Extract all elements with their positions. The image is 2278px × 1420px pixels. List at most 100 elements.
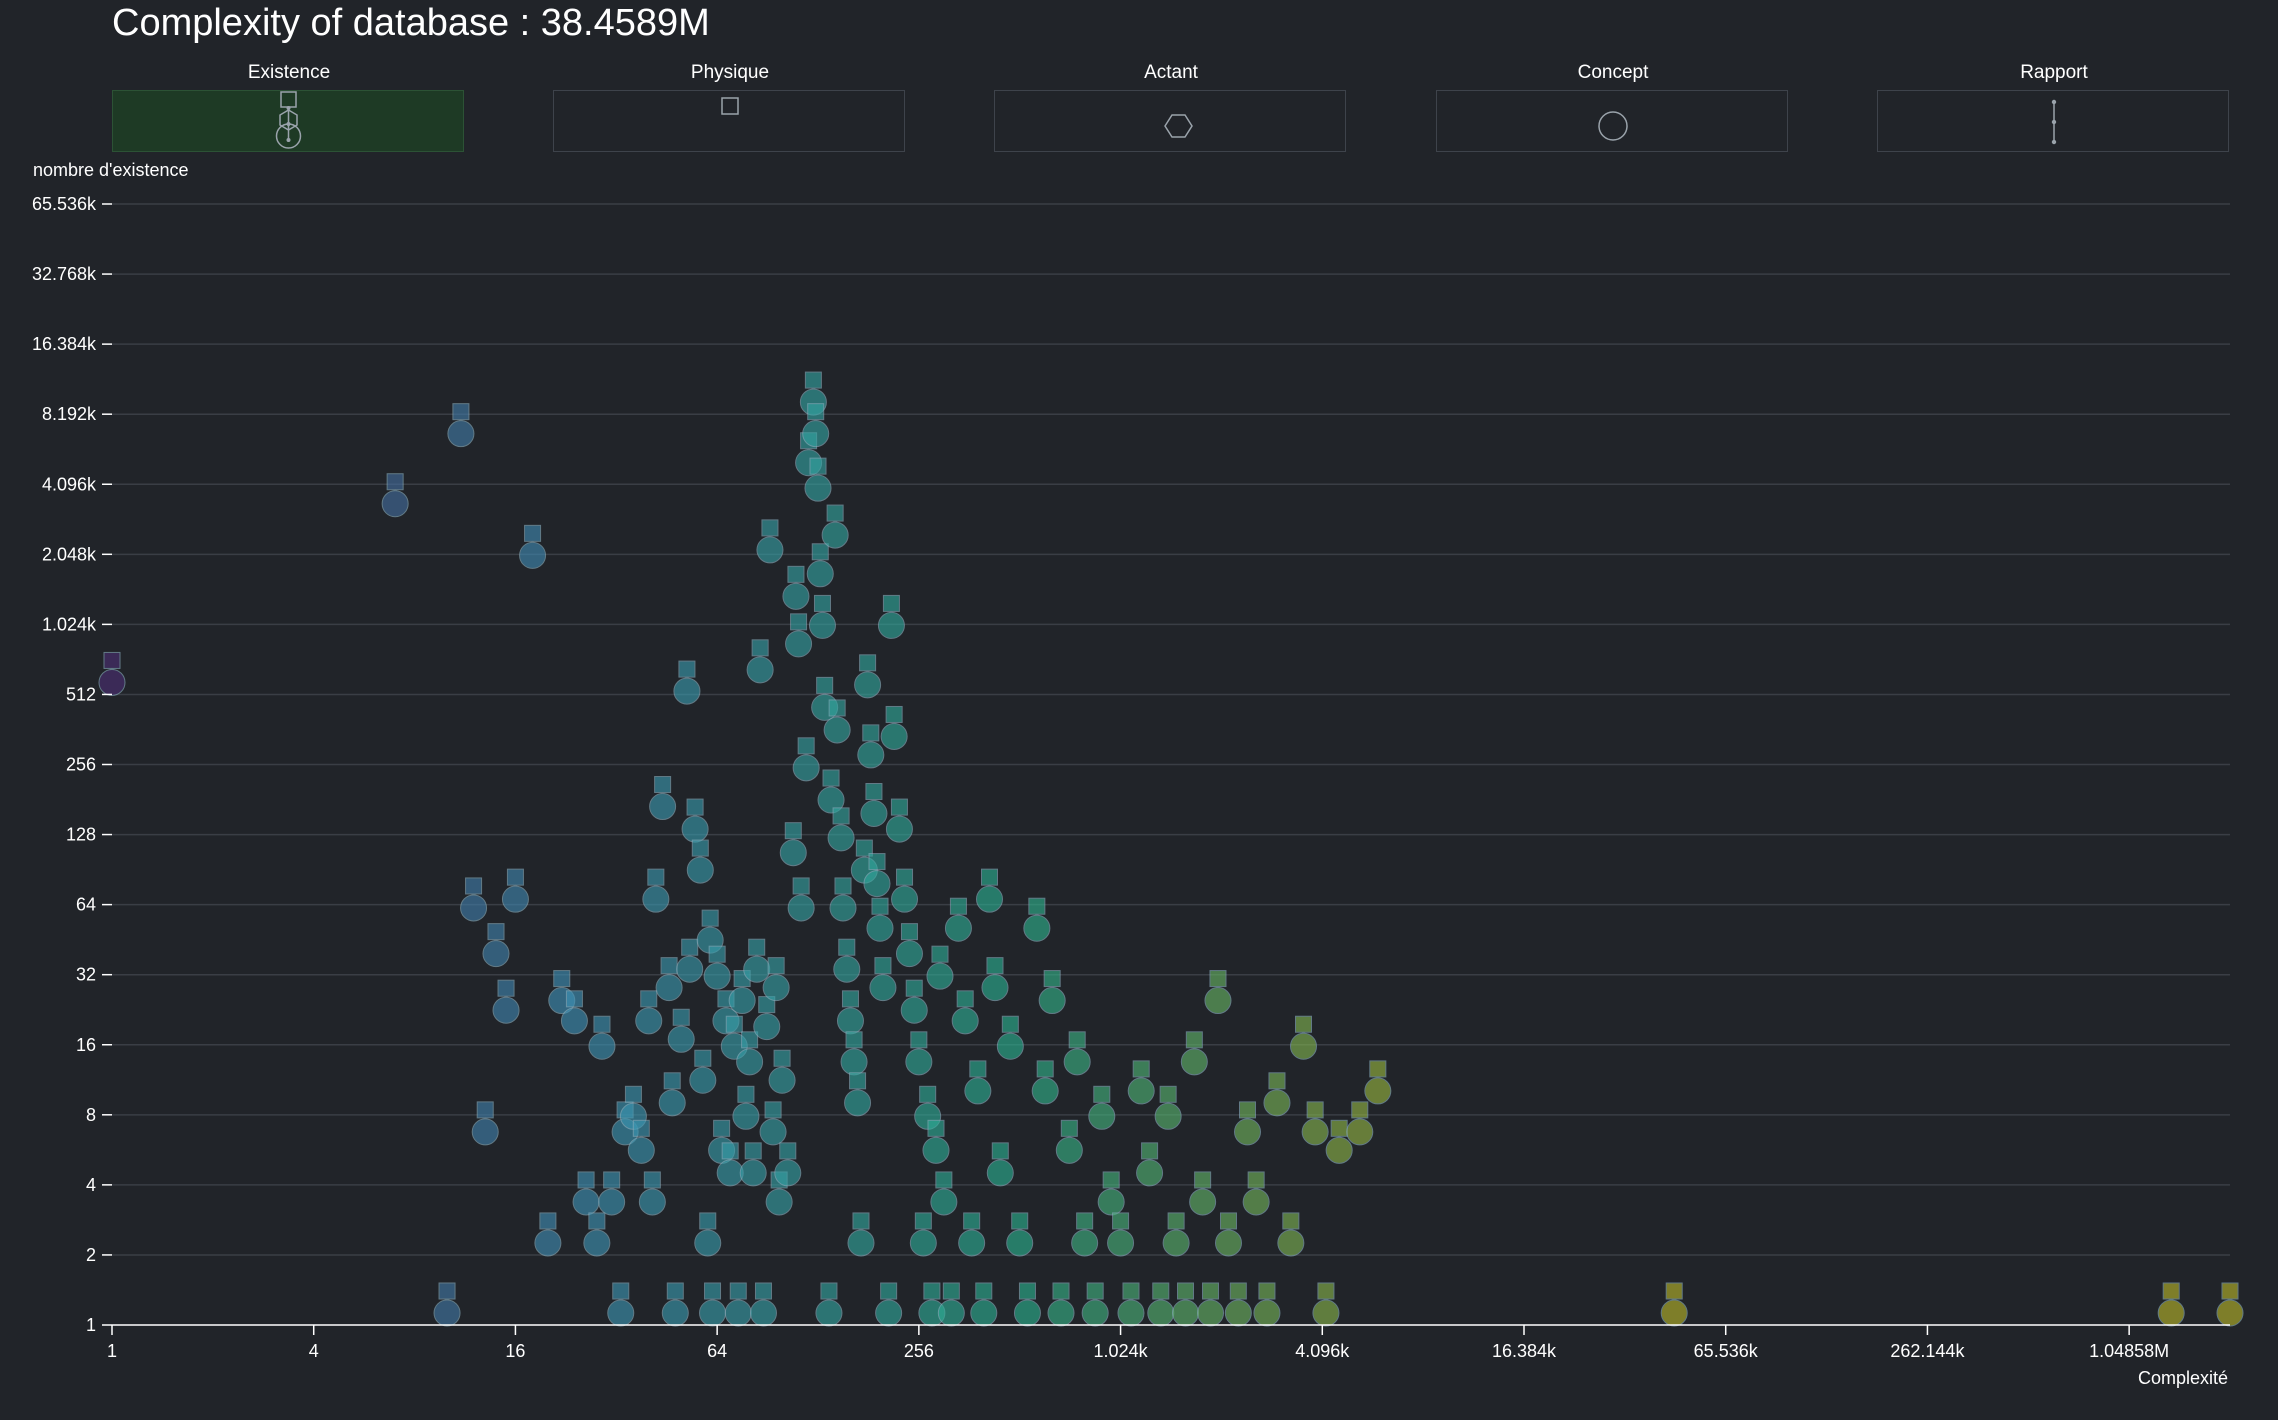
hexagon-icon: [1164, 114, 1193, 138]
scatter-point: [676, 938, 704, 983]
scatter-point: [743, 938, 771, 983]
scatter-point: [681, 798, 709, 843]
scatter-point: [1660, 1282, 1688, 1327]
data-points: [98, 371, 2244, 1327]
scatter-point: [1172, 1282, 1200, 1327]
scatter-point: [572, 1171, 600, 1216]
scatter-point: [1055, 1119, 1083, 1164]
scatter-point: [762, 957, 790, 1002]
scatter-point: [1023, 897, 1051, 942]
scatter-point: [926, 945, 954, 990]
scatter-point: [806, 543, 834, 588]
scatter-point: [716, 1142, 744, 1187]
scatter-point: [753, 996, 781, 1041]
scatter-point: [875, 1282, 903, 1327]
scatter-point: [996, 1015, 1024, 1060]
tab-physique[interactable]: Physique: [553, 62, 907, 154]
scatter-point: [667, 1008, 695, 1053]
tab-label: Physique: [690, 62, 770, 83]
x-tick-label: 4.096k: [1295, 1341, 1350, 1361]
scatter-point: [905, 1031, 933, 1076]
x-tick-label: 16.384k: [1492, 1341, 1557, 1361]
scatter-point: [1154, 1085, 1182, 1130]
scatter-point: [854, 654, 882, 699]
tab-label: Rapport: [2020, 62, 2088, 83]
scatter-point: [1215, 1212, 1243, 1257]
page-title: Complexity of database : 38.4589M: [112, 2, 710, 44]
tab-box: [994, 90, 1346, 152]
scatter-point: [964, 1060, 992, 1105]
scatter-point: [1063, 1031, 1091, 1076]
x-tick-label: 64: [707, 1341, 727, 1361]
x-axis-label: Complexité: [2138, 1368, 2228, 1388]
tab-box: [553, 90, 905, 152]
scatter-point: [1088, 1085, 1116, 1130]
y-tick-label: 1.024k: [42, 614, 97, 634]
tab-actant[interactable]: Actant: [994, 62, 1348, 154]
tab-box: [1877, 90, 2229, 152]
y-tick-label: 4.096k: [42, 474, 97, 494]
scatter-point: [1162, 1212, 1190, 1257]
scatter-point: [829, 877, 857, 922]
scatter-point: [808, 594, 836, 639]
scatter-point: [736, 1031, 764, 1076]
scatter-point: [1277, 1212, 1305, 1257]
scatter-point: [922, 1119, 950, 1164]
scatter-point: [381, 473, 409, 518]
scatter-point: [909, 1212, 937, 1257]
scatter-point: [658, 1072, 686, 1117]
scatter-point: [768, 1049, 796, 1094]
scatter-point: [739, 1142, 767, 1187]
scatter-point: [1180, 1031, 1208, 1076]
x-tick-label: 1: [107, 1341, 117, 1361]
scatter-point: [877, 594, 905, 639]
y-tick-label: 16: [76, 1035, 96, 1055]
scatter-point: [792, 737, 820, 782]
tab-box: [1436, 90, 1788, 152]
y-tick-label: 1: [86, 1315, 96, 1335]
y-tick-label: 512: [66, 684, 96, 704]
existence-composite-icon: [275, 91, 302, 149]
scatter-point: [844, 1072, 872, 1117]
tab-rapport[interactable]: Rapport: [1877, 62, 2231, 154]
circle-icon: [1598, 111, 1628, 141]
axes: 1 2 4 8 16 32 64 128 256 512 1.024k 2.048k 4.096k 8.1…: [32, 194, 2230, 1361]
scatter-point: [433, 1282, 461, 1327]
scatter-point: [728, 970, 756, 1015]
y-tick-label: 4: [86, 1175, 96, 1195]
scatter-point: [958, 1212, 986, 1257]
y-tick-label: 8.192k: [42, 404, 97, 424]
scatter-point: [703, 945, 731, 990]
scatter-point: [782, 565, 810, 610]
y-tick-label: 128: [66, 825, 96, 845]
scatter-point: [815, 1282, 843, 1327]
y-tick-label: 2: [86, 1245, 96, 1265]
scatter-point: [1136, 1142, 1164, 1187]
x-tick-label: 1.04858M: [2089, 1341, 2169, 1361]
scatter-point: [804, 457, 832, 502]
scatter-point: [694, 1212, 722, 1257]
scatter-point: [1147, 1282, 1175, 1327]
y-tick-label: 16.384k: [32, 334, 97, 354]
tab-concept[interactable]: Concept: [1436, 62, 1790, 154]
y-tick-label: 64: [76, 895, 96, 915]
scatter-point: [827, 807, 855, 852]
tab-existence[interactable]: Existence: [112, 62, 466, 154]
x-tick-label: 65.536k: [1694, 1341, 1759, 1361]
scatter-point: [492, 979, 520, 1024]
tab-label: Concept: [1577, 62, 1649, 83]
scatter-point: [649, 776, 677, 821]
scatter-point: [860, 783, 888, 828]
scatter-point: [689, 1049, 717, 1094]
scatter-point: [951, 990, 979, 1035]
scatter-point: [756, 519, 784, 564]
y-tick-label: 65.536k: [32, 194, 97, 214]
scatter-point: [937, 1282, 965, 1327]
scatter-point: [1253, 1282, 1281, 1327]
scatter-point: [930, 1171, 958, 1216]
square-icon: [721, 97, 739, 115]
scatter-point: [482, 923, 510, 968]
scatter-point: [944, 897, 972, 942]
scatter-point: [895, 923, 923, 968]
